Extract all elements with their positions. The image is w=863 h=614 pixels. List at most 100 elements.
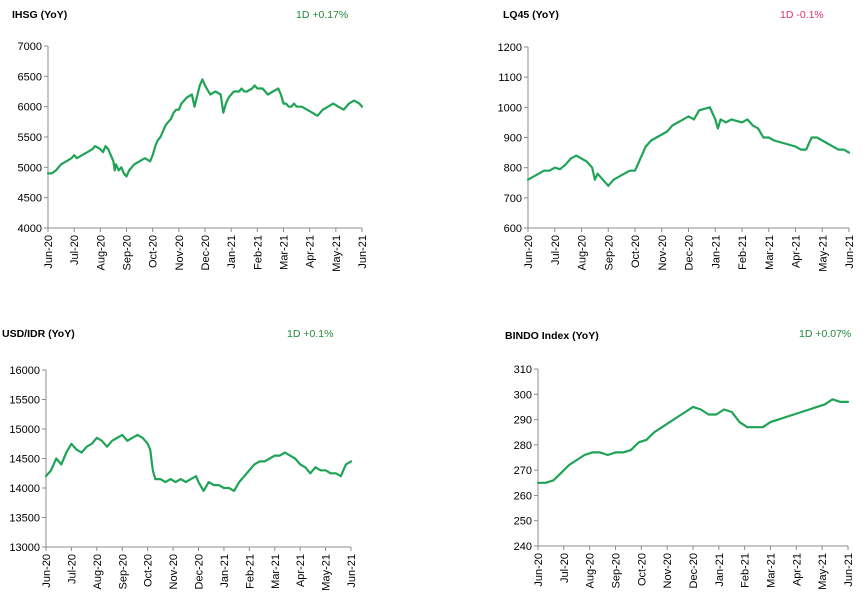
chart-usdidr-svg: USD/IDR (YoY) 1D +0.1% 13000 13500 14000 1450… [2, 328, 358, 591]
y-tick-label: 6000 [18, 102, 42, 114]
x-tick-label: Apr-21 [305, 235, 317, 268]
y-tick-label: 270 [514, 465, 532, 477]
x-tick-label: Jun-20 [43, 235, 55, 269]
chart-usdidr: USD/IDR (YoY) 1D +0.1% 13000 13500 14000 1450… [0, 305, 431, 609]
x-tick-label: May-21 [817, 553, 829, 590]
axes [527, 47, 849, 229]
x-tick-label: Feb-21 [244, 554, 256, 589]
x-tick-label: Dec-20 [200, 235, 212, 270]
y-tick-label: 700 [504, 193, 522, 205]
y-tick-label: 15500 [9, 395, 40, 407]
x-tick-label: May-21 [321, 554, 333, 591]
chart-ihsg-svg: IHSG (YoY) 1D +0.17% 4000 4500 5000 5500 6000 6… [12, 9, 369, 272]
x-tick-label: Aug-20 [92, 554, 104, 589]
axes [45, 370, 351, 548]
y-tick-label: 260 [514, 490, 532, 502]
x-tick-label: Jan-21 [710, 235, 722, 269]
y-tick-label: 4000 [18, 223, 42, 235]
x-tick-label: Oct-20 [636, 553, 648, 586]
x-tick-label: Mar-21 [764, 235, 776, 270]
y-tick-label: 1000 [498, 102, 522, 114]
x-tick-label: Jan-21 [226, 235, 238, 269]
x-tick-label: Jul-20 [550, 235, 562, 265]
x-tick-label: Apr-21 [295, 554, 307, 587]
x-tick-label: Jun-21 [357, 235, 369, 269]
chart-title: LQ45 (YoY) [503, 9, 559, 21]
x-tick-label: Sep-20 [611, 553, 623, 588]
chart-bindo-svg: BINDO Index (YoY) 1D +0.07% 240 250 260 270 28… [505, 328, 855, 590]
x-tick-label: Aug-20 [577, 235, 589, 270]
x-tick-label: Sep-20 [117, 554, 129, 589]
y-tick-label: 5500 [18, 132, 42, 144]
y-tick-label: 250 [514, 516, 532, 528]
x-tick-label: Jun-21 [844, 235, 856, 269]
y-tick-label: 13500 [9, 513, 40, 525]
y-tick-label: 600 [504, 223, 522, 235]
chart-title: USD/IDR (YoY) [2, 328, 75, 340]
x-tick-label: Mar-21 [270, 554, 282, 589]
daily-change-label: 1D +0.1% [287, 328, 333, 340]
y-tick-label: 1100 [498, 72, 522, 84]
chart-lq45-svg: LQ45 (YoY) 1D -0.1% 600 700 800 900 1000 1100 12… [498, 9, 856, 272]
y-tick-label: 1200 [498, 42, 522, 54]
x-tick-label: Aug-20 [95, 235, 107, 270]
x-tick-label: Sep-20 [603, 235, 615, 270]
y-tick-label: 7000 [18, 41, 42, 53]
axes [47, 46, 362, 229]
y-tick-label: 14000 [9, 483, 40, 495]
chart-title: IHSG (YoY) [12, 9, 67, 21]
daily-change-label: 1D +0.17% [296, 9, 348, 21]
series-line [46, 78, 364, 178]
x-tick-label: Nov-20 [662, 553, 674, 588]
x-tick-label: Dec-20 [684, 235, 696, 270]
y-tick-label: 6500 [18, 71, 42, 83]
y-tick-label: 310 [514, 364, 532, 376]
x-tick-label: May-21 [331, 235, 343, 272]
x-tick-label: May-21 [817, 235, 829, 272]
x-tick-label: Jul-20 [69, 235, 81, 265]
x-tick-label: Feb-21 [252, 235, 264, 270]
x-tick-label: Apr-21 [791, 235, 803, 268]
y-tick-label: 5000 [18, 162, 42, 174]
x-tick-label: Jun-21 [843, 553, 855, 587]
y-tick-label: 280 [514, 440, 532, 452]
y-tick-label: 290 [514, 415, 532, 427]
x-tick-label: Mar-21 [279, 235, 291, 270]
x-tick-label: Nov-20 [657, 235, 669, 270]
x-tick-label: Oct-20 [143, 554, 155, 587]
x-tick-label: Aug-20 [585, 553, 597, 588]
series-line [526, 106, 851, 187]
y-tick-label: 16000 [9, 365, 40, 377]
y-tick-label: 15000 [9, 424, 40, 436]
series-line [44, 433, 353, 492]
x-tick-label: Sep-20 [122, 235, 134, 270]
x-tick-label: Mar-21 [766, 553, 778, 588]
x-tick-label: Jun-21 [346, 554, 358, 588]
y-tick-label: 14500 [9, 454, 40, 466]
y-tick-label: 4500 [18, 193, 42, 205]
y-tick-label: 900 [504, 133, 522, 145]
x-tick-label: Jan-21 [219, 554, 231, 588]
x-tick-label: Apr-21 [791, 553, 803, 586]
chart-bindo: BINDO Index (YoY) 1D +0.07% 240 250 260 270 28… [432, 305, 863, 609]
x-tick-label: Jun-20 [523, 235, 535, 269]
daily-change-label: 1D +0.07% [799, 328, 851, 340]
x-tick-label: Oct-20 [630, 235, 642, 268]
x-tick-label: Nov-20 [174, 235, 186, 270]
daily-change-label: 1D -0.1% [780, 9, 824, 21]
axes [537, 369, 848, 547]
x-tick-label: Dec-20 [194, 554, 206, 589]
x-tick-label: Jun-20 [533, 553, 545, 587]
chart-lq45: LQ45 (YoY) 1D -0.1% 600 700 800 900 1000 1100 12… [432, 0, 863, 300]
x-tick-label: Jun-20 [41, 554, 53, 588]
y-tick-label: 300 [514, 389, 532, 401]
y-tick-label: 13000 [9, 542, 40, 554]
x-tick-label: Feb-21 [737, 235, 749, 270]
x-tick-label: Jan-21 [714, 553, 726, 587]
chart-ihsg: IHSG (YoY) 1D +0.17% 4000 4500 5000 5500 6000 6… [0, 0, 431, 300]
series-line [536, 398, 850, 484]
x-tick-label: Nov-20 [168, 554, 180, 589]
x-tick-label: Oct-20 [148, 235, 160, 268]
chart-title: BINDO Index (YoY) [505, 330, 599, 342]
x-tick-label: Jul-20 [66, 554, 78, 584]
